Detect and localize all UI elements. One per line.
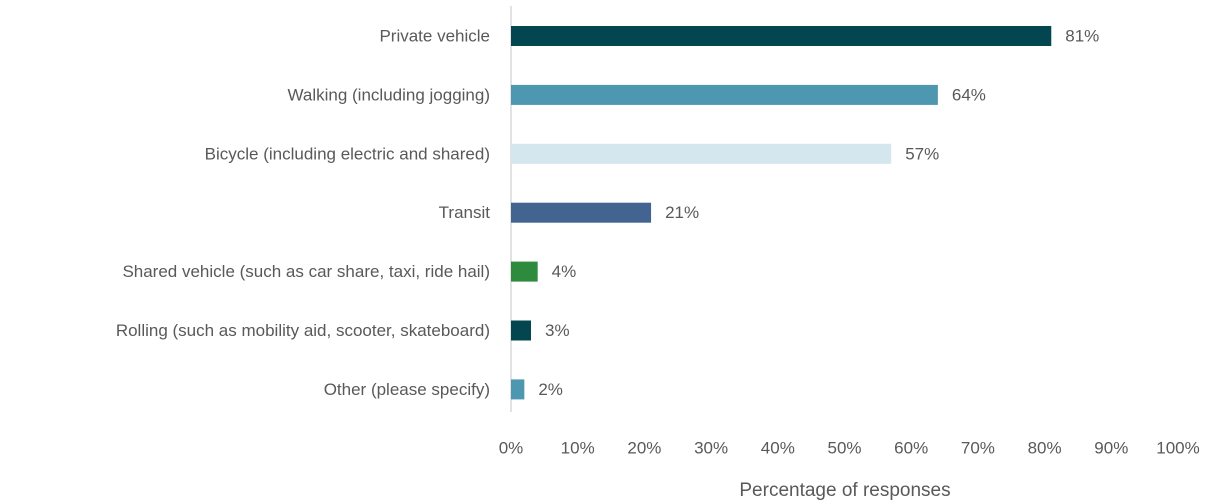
- x-tick-label: 10%: [561, 438, 595, 457]
- x-tick-label: 80%: [1028, 438, 1062, 457]
- data-label: 3%: [545, 321, 570, 340]
- data-label: 64%: [952, 85, 986, 104]
- bar: [511, 26, 1052, 46]
- x-tick-label: 0%: [499, 438, 524, 457]
- data-label: 4%: [552, 262, 577, 281]
- x-tick-label: 50%: [827, 438, 861, 457]
- y-tick-label: Transit: [439, 203, 491, 222]
- bar: [511, 202, 652, 223]
- data-label: 81%: [1065, 26, 1099, 45]
- bar: [511, 261, 538, 282]
- y-tick-label: Rolling (such as mobility aid, scooter, …: [116, 321, 490, 340]
- y-tick-label: Shared vehicle (such as car share, taxi,…: [122, 262, 490, 281]
- x-tick-label: 40%: [761, 438, 795, 457]
- data-label: 21%: [665, 203, 699, 222]
- x-tick-label: 70%: [961, 438, 995, 457]
- x-axis-title: Percentage of responses: [739, 480, 950, 501]
- y-tick-label: Other (please specify): [324, 380, 490, 399]
- bar: [511, 143, 892, 164]
- y-tick-label: Walking (including jogging): [287, 85, 490, 104]
- x-tick-label: 100%: [1156, 438, 1199, 457]
- y-tick-label: Bicycle (including electric and shared): [205, 144, 490, 163]
- y-tick-label: Private vehicle: [379, 26, 490, 45]
- data-label: 2%: [538, 380, 563, 399]
- x-tick-label: 30%: [694, 438, 728, 457]
- bar: [511, 84, 938, 105]
- bar: [511, 320, 532, 341]
- x-tick-label: 90%: [1094, 438, 1128, 457]
- data-label: 57%: [905, 144, 939, 163]
- bar: [511, 379, 525, 400]
- x-tick-label: 60%: [894, 438, 928, 457]
- x-tick-label: 20%: [627, 438, 661, 457]
